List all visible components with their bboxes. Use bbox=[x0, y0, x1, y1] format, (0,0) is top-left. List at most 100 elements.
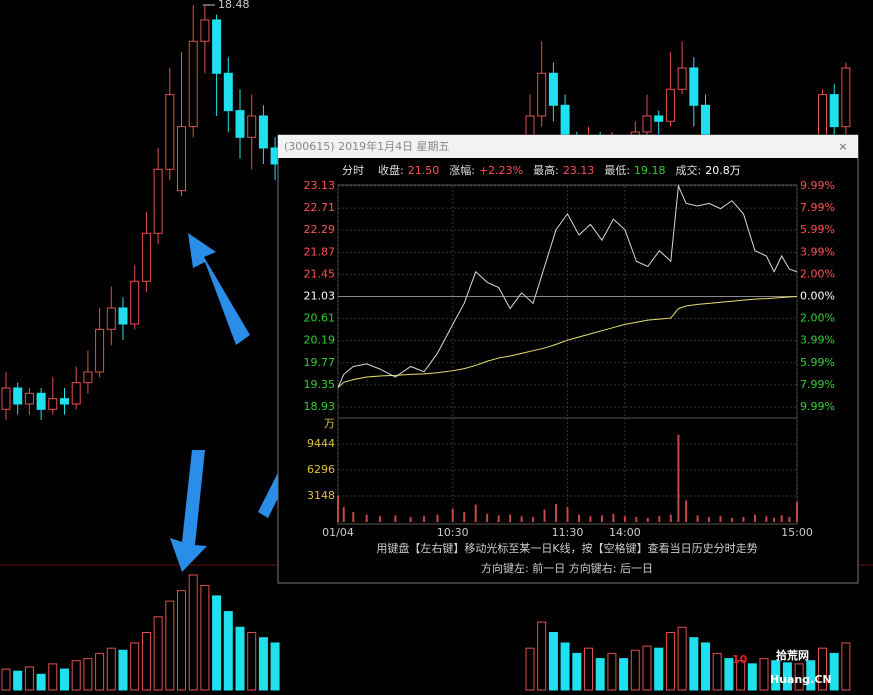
stat-label: 收盘: bbox=[378, 163, 404, 177]
y-tick-label: 19.77 bbox=[304, 356, 336, 369]
volume-bar bbox=[1, 668, 11, 691]
x-tick-label: 01/04 bbox=[322, 526, 354, 539]
y-tick-label: 21.45 bbox=[304, 267, 336, 280]
arrow bbox=[170, 450, 207, 572]
mode-label: 分时 bbox=[342, 164, 364, 177]
candle-body bbox=[106, 307, 116, 330]
volume-bar bbox=[153, 616, 163, 691]
volume-bar bbox=[712, 652, 722, 691]
candle-body bbox=[212, 19, 222, 74]
y-tick-label: 23.13 bbox=[304, 179, 336, 192]
volume-bar bbox=[548, 632, 558, 691]
candle-body bbox=[130, 280, 140, 325]
volume-unit: 万 bbox=[324, 417, 335, 430]
volume-bar bbox=[759, 658, 769, 691]
volume-bar bbox=[701, 642, 710, 691]
y-tick-label: 21.87 bbox=[304, 245, 336, 258]
volume-bar bbox=[48, 663, 58, 691]
candle-body bbox=[642, 115, 652, 133]
stat-value: 20.8万 bbox=[705, 164, 741, 177]
y2-tick-label: 9.99% bbox=[800, 400, 835, 413]
volume-bar bbox=[677, 626, 687, 691]
volume-bar bbox=[247, 632, 257, 691]
candle-body bbox=[165, 94, 175, 170]
volume-bar bbox=[630, 649, 640, 691]
candle-body bbox=[141, 232, 151, 282]
x-tick-label: 15:00 bbox=[781, 526, 813, 539]
volume-bar bbox=[806, 660, 816, 691]
stat-label: 最低: bbox=[604, 164, 630, 177]
y-tick-label: 19.35 bbox=[304, 378, 336, 391]
volume-bar bbox=[665, 632, 675, 691]
y-tick-label: 22.29 bbox=[304, 223, 336, 236]
volume-bar bbox=[584, 647, 593, 691]
y2-tick-label: 7.99% bbox=[800, 378, 835, 391]
y2-tick-label: 7.99% bbox=[800, 201, 835, 214]
y2-tick-label: 2.00% bbox=[800, 267, 835, 280]
stat-value: 21.50 bbox=[408, 164, 440, 177]
volume-bar bbox=[595, 658, 605, 691]
candle-body bbox=[1, 387, 11, 410]
volume-tick-label: 3148 bbox=[307, 489, 335, 502]
candle-body bbox=[689, 67, 699, 106]
candle-body bbox=[258, 115, 268, 149]
watermark-logo: 10 bbox=[732, 653, 748, 666]
volume-bar bbox=[177, 590, 186, 691]
candle-body bbox=[654, 115, 664, 122]
candle-body bbox=[71, 382, 81, 405]
candle-body bbox=[118, 307, 128, 325]
volume-bar bbox=[560, 642, 570, 691]
close-button[interactable]: × bbox=[838, 140, 847, 153]
y-tick-label: 20.19 bbox=[304, 334, 336, 347]
volume-tick-label: 6296 bbox=[307, 463, 335, 476]
volume-bar bbox=[118, 649, 128, 691]
stat-label: 成交: bbox=[676, 163, 702, 177]
volume-bar bbox=[235, 626, 245, 691]
volume-bar bbox=[200, 584, 210, 691]
candle-body bbox=[153, 168, 163, 234]
candle-body bbox=[677, 67, 687, 90]
volume-bar bbox=[782, 662, 792, 691]
watermark-name: 拾荒网 bbox=[776, 648, 809, 662]
candle-body bbox=[83, 371, 93, 384]
candle-body bbox=[36, 392, 46, 410]
volume-bar bbox=[642, 645, 652, 691]
footer-hint: 用键盘【左右键】移动光标至某一日K线，按【空格键】查看当日历史分时走势 bbox=[376, 541, 757, 555]
footer-keys: 方向键左: 前一日 方向键右: 后一日 bbox=[481, 561, 653, 575]
volume-bar bbox=[13, 670, 23, 691]
candle-body bbox=[24, 392, 34, 405]
popup-title-bar bbox=[278, 135, 858, 158]
volume-bar bbox=[130, 642, 140, 691]
volume-bar bbox=[654, 647, 664, 691]
volume-bar bbox=[106, 647, 116, 691]
watermark: 10 拾荒网 Huang.CN bbox=[732, 648, 832, 686]
volume-bar bbox=[525, 647, 535, 691]
popup-title: (300615) 2019年1月4日 星期五 bbox=[284, 139, 450, 153]
candle-body bbox=[200, 19, 210, 42]
y-tick-label: 18.93 bbox=[304, 400, 336, 413]
volume-bar bbox=[188, 574, 198, 691]
stat-value: +2.23% bbox=[479, 164, 523, 177]
volume-bar bbox=[619, 658, 629, 691]
volume-bar bbox=[141, 632, 151, 691]
candle-body bbox=[548, 72, 558, 106]
volume-bar bbox=[724, 658, 734, 691]
volume-tick-label: 9444 bbox=[307, 437, 335, 450]
watermark-url: Huang.CN bbox=[770, 673, 832, 686]
volume-bar bbox=[818, 647, 827, 691]
volume-bar bbox=[736, 660, 746, 691]
average-line bbox=[337, 296, 798, 388]
y2-tick-label: 5.99% bbox=[800, 223, 835, 236]
volume-bar bbox=[212, 595, 222, 691]
volume-bar bbox=[258, 637, 268, 691]
volume-bar bbox=[95, 652, 105, 691]
volume-bar bbox=[270, 642, 280, 691]
y2-tick-label: 5.99% bbox=[800, 356, 835, 369]
x-tick-label: 11:30 bbox=[552, 526, 584, 539]
volume-bar bbox=[841, 642, 851, 691]
candle-body bbox=[13, 387, 23, 405]
volume-bar bbox=[83, 658, 93, 691]
stat-label: 最高: bbox=[533, 163, 559, 177]
candle-body bbox=[247, 115, 257, 138]
